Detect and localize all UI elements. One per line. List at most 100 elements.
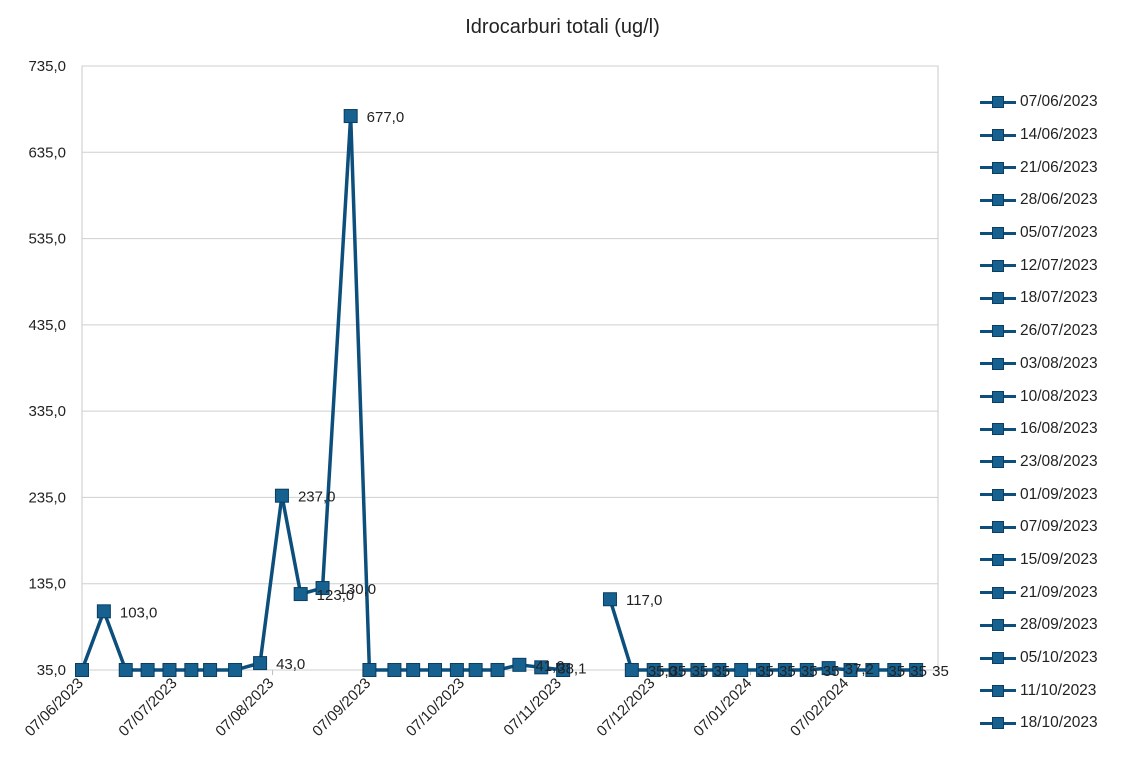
data-point [556,663,571,677]
legend-item: 23/08/2023 [980,446,1098,479]
series-segment [280,493,303,596]
legend-label: 28/06/2023 [1020,191,1098,209]
y-tick-label: 335,0 [28,403,66,420]
legend-item: 11/10/2023 [980,674,1098,707]
legend-label: 28/09/2023 [1020,616,1098,634]
series-line [80,114,918,672]
data-label: 677,0 [367,109,405,126]
data-point [646,663,661,677]
data-label: 35 [757,663,774,680]
data-point [228,663,243,677]
legend-label: 16/08/2023 [1020,420,1098,438]
x-tick-label: 07/07/2023 [115,675,180,740]
legend-item: 07/06/2023 [980,86,1098,119]
series-segment [348,114,372,672]
data-point [712,663,727,677]
data-point [534,660,549,675]
legend-swatch-icon [980,618,1016,632]
y-tick-label: 735,0 [28,58,66,75]
legend-label: 15/09/2023 [1020,550,1098,568]
series-segment [80,609,106,672]
legend-label: 23/08/2023 [1020,452,1098,470]
legend-label: 14/06/2023 [1020,126,1098,144]
legend-swatch-icon [980,520,1016,534]
legend-item: 18/10/2023 [980,707,1098,740]
y-tick-label: 635,0 [28,144,66,161]
data-point [887,663,902,677]
data-label: 35 [713,663,730,680]
data-label: 130,0 [339,581,377,598]
y-tick-label: 435,0 [28,317,66,334]
data-label: 237,0 [298,489,336,506]
legend-swatch-icon [980,193,1016,207]
gridlines [81,65,939,671]
legend-swatch-icon [980,586,1016,600]
data-label: 37,2 [845,661,874,678]
legend-swatch-icon [980,651,1016,665]
data-point [799,663,814,677]
data-label: 117,0 [626,592,662,609]
data-point [343,109,358,124]
legend-label: 10/08/2023 [1020,387,1098,405]
x-tick-label: 07/06/2023 [22,675,87,740]
x-tick-label: 07/01/2024 [690,675,755,740]
data-point [843,663,858,677]
data-point [274,488,289,503]
legend-item: 16/08/2023 [980,413,1098,446]
data-point [777,663,792,677]
legend-item: 07/09/2023 [980,511,1098,544]
data-label: 123,0 [317,587,355,604]
data-point [387,663,402,677]
y-tick-label: 135,0 [28,576,66,593]
y-tick-label: 35,0 [37,662,66,679]
legend-swatch-icon [980,291,1016,305]
legend-label: 03/08/2023 [1020,354,1098,372]
series-segment [102,609,128,672]
data-point [909,663,924,677]
legend-label: 05/07/2023 [1020,224,1098,242]
legend-label: 21/09/2023 [1020,583,1098,601]
legend-swatch-icon [980,95,1016,109]
data-point [118,663,133,677]
x-tick-label: 07/11/2023 [500,675,564,739]
data-point [690,663,705,677]
data-label: 38,1 [557,660,586,677]
data-label: 35,0 [648,663,677,680]
x-tick-label: 07/08/2023 [212,675,277,740]
legend-item: 14/06/2023 [980,119,1098,152]
data-point [449,663,464,677]
data-point [512,657,527,672]
legend-item: 26/07/2023 [980,315,1098,348]
data-point [668,663,683,677]
data-point [293,587,308,602]
data-point [602,592,617,607]
legend-swatch-icon [980,684,1016,698]
x-tick-label: 07/09/2023 [309,675,374,740]
y-tick-label: 235,0 [28,489,66,506]
legend-label: 21/06/2023 [1020,158,1098,176]
legend-item: 05/10/2023 [980,642,1098,675]
legend-item: 21/06/2023 [980,151,1098,184]
legend-swatch-icon [980,422,1016,436]
y-tick-label: 535,0 [28,231,66,248]
data-point [253,656,268,671]
legend-item: 05/07/2023 [980,217,1098,250]
data-point [162,663,177,677]
legend-label: 05/10/2023 [1020,649,1098,667]
legend-item: 28/06/2023 [980,184,1098,217]
legend-label: 07/09/2023 [1020,518,1098,536]
data-label: 35 [823,663,840,680]
data-label: 35 [910,663,927,680]
legend-item: 01/09/2023 [980,478,1098,511]
legend-swatch-icon [980,226,1016,240]
legend-item: 03/08/2023 [980,348,1098,381]
legend-swatch-icon [980,128,1016,142]
data-label: 35 [801,663,818,680]
legend-item: 21/09/2023 [980,576,1098,609]
legend-label: 11/10/2023 [1020,681,1097,699]
series-segment [608,597,634,672]
data-point [624,663,639,677]
legend-swatch-icon [980,390,1016,404]
